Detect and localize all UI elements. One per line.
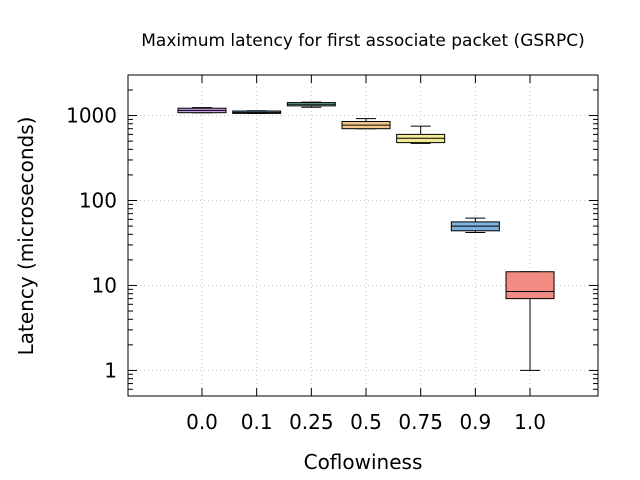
- box-0.9: [450, 217, 500, 234]
- x-tick-label: 0.9: [459, 410, 491, 434]
- x-tick-label: 0.0: [186, 410, 218, 434]
- y-tick-label: 10: [92, 273, 117, 297]
- box-0.5: [341, 118, 391, 130]
- grid: [128, 75, 598, 396]
- x-tick-label: 0.25: [289, 410, 334, 434]
- y-tick-labels: 1 10 100 1000: [66, 104, 117, 383]
- box-0.0: [177, 107, 227, 114]
- x-axis-label: Coflowiness: [304, 450, 423, 474]
- plot-frame: [127, 74, 599, 397]
- y-tick-label: 100: [79, 188, 117, 212]
- box-0.1: [232, 110, 282, 114]
- y-tick-label: 1000: [66, 104, 117, 128]
- box-0.25: [286, 101, 336, 108]
- boxes: [177, 101, 555, 371]
- box-0.75: [396, 125, 446, 144]
- box-1.0: [505, 271, 555, 371]
- chart-title: Maximum latency for first associate pack…: [141, 31, 584, 51]
- x-tick-label: 0.75: [398, 410, 443, 434]
- x-tick-labels: 0.0 0.1 0.25 0.5 0.75 0.9 1.0: [186, 410, 546, 434]
- y-axis-label: Latency (microseconds): [14, 117, 38, 356]
- axis-ticks: [128, 75, 598, 396]
- y-tick-label: 1: [104, 358, 117, 382]
- x-tick-label: 0.5: [350, 410, 382, 434]
- x-tick-label: 0.1: [241, 410, 273, 434]
- x-tick-label: 1.0: [514, 410, 546, 434]
- box-iqr: [505, 271, 555, 300]
